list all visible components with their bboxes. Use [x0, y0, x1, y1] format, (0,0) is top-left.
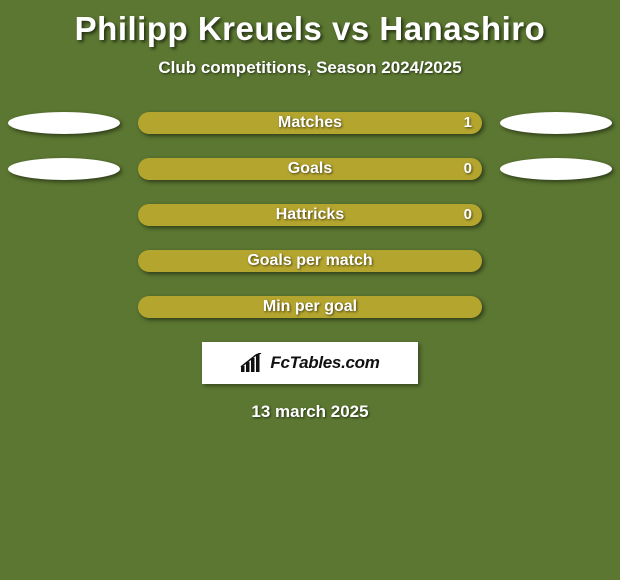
stat-rows: Matches1Goals0Hattricks0Goals per matchM…: [0, 112, 620, 318]
brand-text: FcTables.com: [270, 353, 379, 373]
stat-bar: Hattricks0: [138, 204, 482, 226]
left-ellipse: [8, 158, 120, 180]
subtitle: Club competitions, Season 2024/2025: [0, 58, 620, 78]
stat-label: Goals per match: [138, 250, 482, 272]
brand-badge: FcTables.com: [202, 342, 418, 384]
stat-bar: Goals per match: [138, 250, 482, 272]
stat-row: Goals0: [0, 158, 620, 180]
stat-row: Min per goal: [0, 296, 620, 318]
stat-row: Matches1: [0, 112, 620, 134]
stat-value-right: 1: [464, 112, 472, 134]
date-label: 13 march 2025: [0, 402, 620, 422]
stat-label: Goals: [138, 158, 482, 180]
stat-label: Min per goal: [138, 296, 482, 318]
page-title: Philipp Kreuels vs Hanashiro: [0, 6, 620, 52]
stat-bar: Matches1: [138, 112, 482, 134]
stat-bar: Goals0: [138, 158, 482, 180]
stat-label: Matches: [138, 112, 482, 134]
stat-bar: Min per goal: [138, 296, 482, 318]
stat-value-right: 0: [464, 204, 472, 226]
stat-label: Hattricks: [138, 204, 482, 226]
chart-bars-icon: [240, 353, 264, 373]
right-ellipse: [500, 158, 612, 180]
stat-row: Goals per match: [0, 250, 620, 272]
stat-value-right: 0: [464, 158, 472, 180]
comparison-card: Philipp Kreuels vs Hanashiro Club compet…: [0, 0, 620, 580]
left-ellipse: [8, 112, 120, 134]
right-ellipse: [500, 112, 612, 134]
stat-row: Hattricks0: [0, 204, 620, 226]
